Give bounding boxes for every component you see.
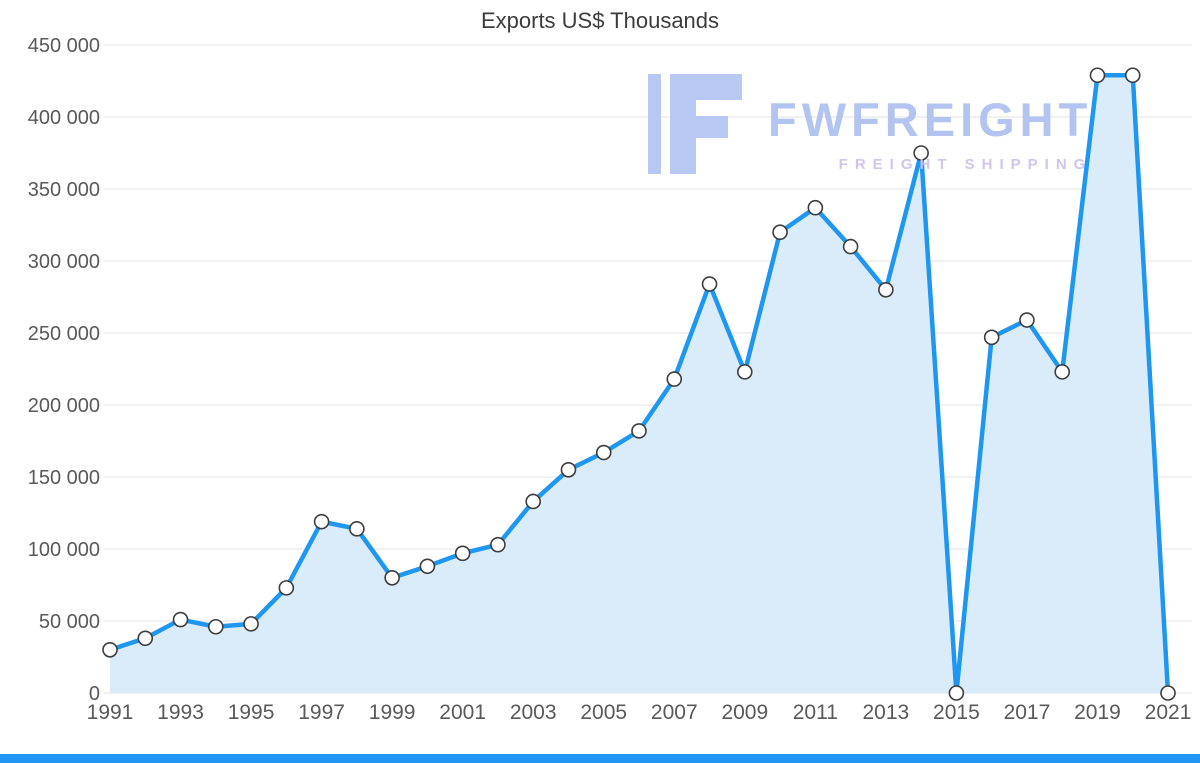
data-point-markers bbox=[102, 67, 1176, 701]
bottom-accent-bar bbox=[0, 754, 1200, 763]
x-axis-tick-label: 1991 bbox=[87, 701, 134, 724]
y-axis-tick-label: 0 bbox=[89, 683, 100, 705]
data-point-marker[interactable] bbox=[560, 461, 577, 478]
data-point-marker[interactable] bbox=[913, 145, 929, 161]
data-point-marker[interactable] bbox=[454, 545, 471, 562]
y-axis-tick-label: 50 000 bbox=[39, 611, 100, 633]
area-fill bbox=[110, 75, 1168, 694]
data-point-marker[interactable] bbox=[807, 199, 824, 216]
x-axis-tick-label: 1997 bbox=[298, 701, 345, 724]
data-point-marker[interactable] bbox=[313, 513, 330, 530]
x-axis-tick-label: 2003 bbox=[510, 701, 557, 724]
chart-title: Exports US$ Thousands bbox=[480, 8, 720, 33]
x-axis-tick-label: 2001 bbox=[439, 701, 486, 724]
y-axis-tick-label: 300 000 bbox=[28, 251, 100, 273]
y-axis-tick-label: 450 000 bbox=[28, 35, 100, 57]
x-axis-tick-label: 2011 bbox=[793, 701, 838, 724]
data-point-marker[interactable] bbox=[878, 281, 894, 298]
x-axis-tick-label: 1999 bbox=[369, 701, 416, 724]
x-axis-tick-label: 2019 bbox=[1074, 701, 1121, 724]
data-point-marker[interactable] bbox=[983, 329, 1000, 346]
x-axis-labels: 1991 1993 1995 1997 1999 2001 2003 2005 2007 2009… bbox=[87, 701, 1192, 724]
data-point-marker[interactable] bbox=[102, 641, 118, 658]
data-point-marker[interactable] bbox=[701, 276, 718, 292]
x-axis-tick-label: 2005 bbox=[580, 701, 627, 724]
y-axis-tick-label: 250 000 bbox=[28, 323, 100, 345]
x-axis-tick-label: 2017 bbox=[1004, 701, 1051, 724]
x-axis-tick-label: 1995 bbox=[228, 701, 275, 724]
data-point-marker[interactable] bbox=[842, 238, 859, 255]
data-point-marker[interactable] bbox=[349, 521, 365, 537]
y-axis-labels: 0 50 000 100 000 150 000 200 000 250 000 300 0… bbox=[28, 35, 100, 705]
y-axis-tick-label: 350 000 bbox=[28, 179, 100, 201]
data-point-marker[interactable] bbox=[948, 685, 965, 701]
x-axis-tick-label: 2007 bbox=[651, 701, 698, 724]
x-axis-tick-label: 2009 bbox=[721, 701, 768, 724]
data-point-marker[interactable] bbox=[172, 611, 189, 628]
y-axis-tick-label: 100 000 bbox=[28, 539, 100, 561]
data-point-marker[interactable] bbox=[525, 493, 542, 510]
data-point-marker[interactable] bbox=[490, 536, 506, 553]
data-point-marker[interactable] bbox=[1019, 312, 1035, 328]
y-axis-tick-label: 150 000 bbox=[28, 467, 100, 489]
data-point-marker[interactable] bbox=[1089, 67, 1106, 84]
data-point-marker[interactable] bbox=[137, 630, 154, 647]
data-point-marker[interactable] bbox=[772, 224, 788, 240]
data-point-marker[interactable] bbox=[208, 618, 224, 635]
data-point-marker[interactable] bbox=[1160, 685, 1176, 701]
data-point-marker[interactable] bbox=[666, 371, 683, 387]
x-axis-tick-label: 2013 bbox=[863, 701, 910, 724]
data-point-marker[interactable] bbox=[1124, 67, 1141, 84]
x-axis-tick-label: 2015 bbox=[933, 701, 980, 724]
data-point-marker[interactable] bbox=[631, 423, 647, 439]
y-axis-tick-label: 200 000 bbox=[28, 395, 100, 417]
data-point-marker[interactable] bbox=[243, 616, 259, 632]
x-axis-tick-label: 1993 bbox=[157, 701, 204, 724]
x-axis-tick-label: 2021 bbox=[1145, 701, 1192, 724]
data-point-marker[interactable] bbox=[595, 444, 612, 461]
data-point-marker[interactable] bbox=[736, 364, 753, 380]
data-point-marker[interactable] bbox=[384, 569, 400, 586]
data-point-marker[interactable] bbox=[278, 580, 295, 596]
data-point-marker[interactable] bbox=[419, 558, 436, 575]
y-axis-tick-label: 400 000 bbox=[28, 107, 100, 129]
data-point-marker[interactable] bbox=[1054, 364, 1070, 380]
